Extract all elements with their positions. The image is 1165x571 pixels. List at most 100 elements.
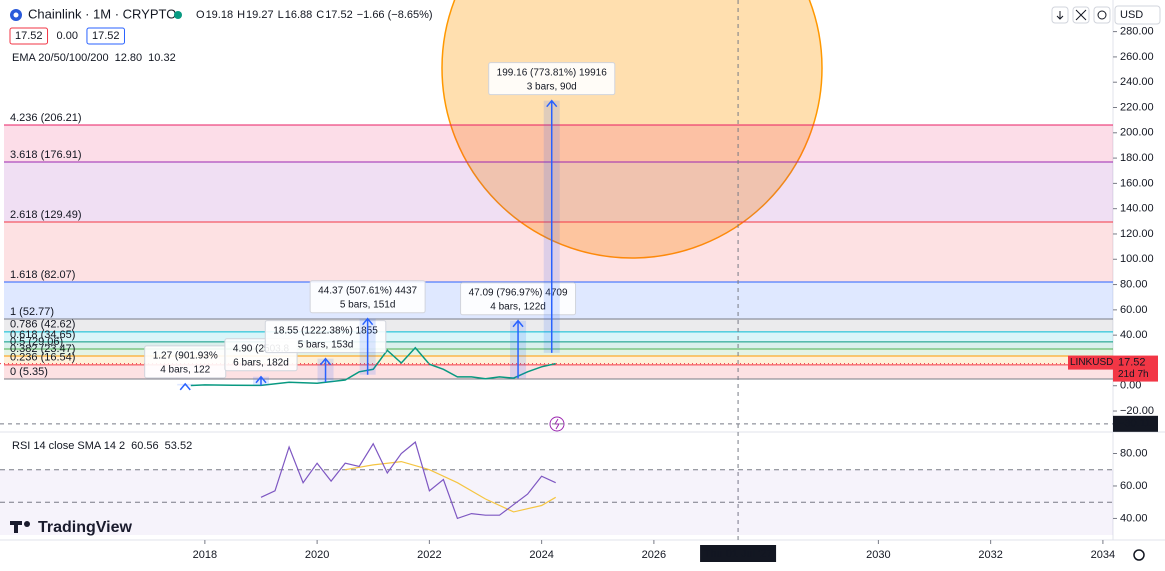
fib-label: 0.5 (29.06): [10, 336, 63, 348]
y-tick-label: 240.00: [1120, 76, 1154, 88]
measure-text: 4.90 (2503.8: [233, 343, 290, 354]
fib-band: [4, 331, 1113, 342]
fib-band: [4, 348, 1113, 357]
fib-band: [4, 161, 1113, 222]
y-tick-label: 140.00: [1120, 203, 1154, 215]
crosshair-x-label: Thu 01 Jul '27: [704, 548, 773, 560]
measure-text: 1.27 (901.93%: [153, 351, 218, 362]
header-values: O 19.18 H 19.27 L 16.88 C 17.52 −1.66 (−8.65%)17…: [9, 9, 433, 64]
measure-box: [264, 320, 387, 354]
measure-label: 44.37 (507.61%) 4437 5 bars, 151d: [309, 280, 426, 314]
fib-band: [4, 221, 1113, 282]
x-tick-label: 2020: [305, 549, 329, 561]
fib-label: 0 (5.35): [10, 366, 48, 378]
icon: [1075, 9, 1087, 21]
y-tick-label: 100.00: [1120, 253, 1154, 265]
fib-label: 0.618 (34.65): [10, 329, 75, 341]
ohlc-key: O: [196, 9, 205, 21]
measure-bars: 4 bars, 122: [160, 365, 210, 376]
ohlc-key: L: [278, 9, 284, 21]
price-box: [86, 27, 125, 45]
icon: [1097, 10, 1107, 20]
icon: [1056, 11, 1064, 20]
settings-button[interactable]: [1133, 549, 1145, 561]
measure-box: [309, 280, 426, 314]
measure-box: [488, 62, 616, 96]
arrow-head: [319, 357, 332, 366]
measure-bars: 4 bars, 122d: [490, 301, 546, 312]
x-tick-label: 2034: [1091, 549, 1115, 561]
symbol-tag-text: LINKUSD: [1070, 357, 1113, 368]
fib-label: 4.236 (206.21): [10, 112, 82, 124]
price-box-text: 0.00: [57, 30, 78, 42]
y-tick-label: 200.00: [1120, 127, 1154, 139]
fib-label: 1.618 (82.07): [10, 269, 75, 281]
y-tick-label: 120.00: [1120, 228, 1154, 240]
icon: [554, 418, 560, 430]
y-tick-label: −20.00: [1120, 405, 1154, 417]
measure-text: 44.37 (507.61%) 4437: [318, 285, 417, 296]
rsi-tick-label: 80.00: [1120, 447, 1148, 459]
rsi-label: RSI 14 close SMA 14 2: [12, 440, 125, 452]
rsi-tick-label: 40.00: [1120, 512, 1148, 524]
refresh-button[interactable]: [1093, 6, 1111, 24]
arrow-head: [179, 382, 191, 391]
price-line: [190, 346, 556, 387]
measure-label: 47.09 (796.97%) 4709 4 bars, 122d: [460, 282, 577, 316]
x-tick-label: 2032: [978, 549, 1002, 561]
rsi-tick-label: 60.00: [1120, 480, 1148, 492]
x-tick-label: 2024: [529, 549, 553, 561]
measure-bars: 6 bars, 182d: [233, 357, 289, 368]
crosshair-x-box: [700, 545, 777, 562]
measure-label: 199.16 (773.81%) 19916 3 bars, 90d: [488, 62, 616, 96]
measure-box: [460, 282, 577, 316]
brand: TradingView: [38, 519, 133, 536]
main-pane: 1.27 (901.93% 4 bars, 122 4.90 (2503.8 6 ba…: [0, 62, 1113, 391]
fib-label: 0.786 (42.62): [10, 319, 75, 331]
measure-bars: 3 bars, 90d: [527, 81, 577, 92]
currency-button[interactable]: [1114, 5, 1161, 25]
ohlc-value: 16.88: [285, 9, 313, 21]
ema-label: EMA 20/50/100/200: [12, 52, 109, 64]
fib-band: [4, 124, 1113, 162]
price-box-text: 17.52: [15, 30, 43, 42]
ema-value: 12.80: [115, 52, 143, 64]
measure-label: 18.55 (1222.38%) 1855 5 bars, 153d: [264, 320, 387, 354]
fib-band: [4, 341, 1113, 349]
y-tick-label: 260.00: [1120, 51, 1154, 63]
arrow-head: [255, 375, 267, 384]
ema-value: 10.32: [148, 52, 176, 64]
rsi-value: 60.56: [131, 440, 159, 452]
x-tick-label: 2022: [417, 549, 441, 561]
ohlc-key: C: [316, 9, 324, 21]
fib-band: [4, 356, 1113, 365]
price-box-text: 17.52: [92, 30, 120, 42]
ohlc-value: 19.18: [206, 9, 234, 21]
crosshair-y-label: −30.11: [1118, 418, 1151, 430]
logo-mark: [14, 521, 18, 533]
y-tick-label: 280.00: [1120, 26, 1154, 38]
y-tick-label: 40.00: [1120, 329, 1148, 341]
fib-label: 3.618 (176.91): [10, 149, 82, 161]
fib-label: 0.382 (23.47): [10, 343, 75, 355]
fib-group: 4.236 (206.21) 3.618 (176.91) 2.618 (129.4…: [4, 112, 1113, 380]
y-tick-label: 60.00: [1120, 304, 1148, 316]
y-tick-label: 180.00: [1120, 152, 1154, 164]
ohlc-key: H: [237, 9, 245, 21]
fib-label: 1 (52.77): [10, 306, 54, 318]
measure-text: 18.55 (1222.38%) 1855: [273, 325, 378, 336]
ohlc-value: 17.52: [325, 9, 353, 21]
x-tick-label: 2030: [866, 549, 890, 561]
y-tick-label: 220.00: [1120, 101, 1154, 113]
price-box: [9, 27, 49, 45]
x-tick-label: 2018: [193, 549, 217, 561]
rsi-line: [260, 441, 556, 520]
fib-label: 0.236 (16.54): [10, 352, 75, 364]
crosshair-y-box: [1113, 415, 1158, 432]
arrow-head: [512, 319, 524, 328]
x-tick-label: 2026: [642, 549, 666, 561]
fib-label: 2.618 (129.49): [10, 209, 82, 221]
measure-text: 47.09 (796.97%) 4709: [469, 287, 568, 298]
currency: USD: [1120, 9, 1143, 21]
